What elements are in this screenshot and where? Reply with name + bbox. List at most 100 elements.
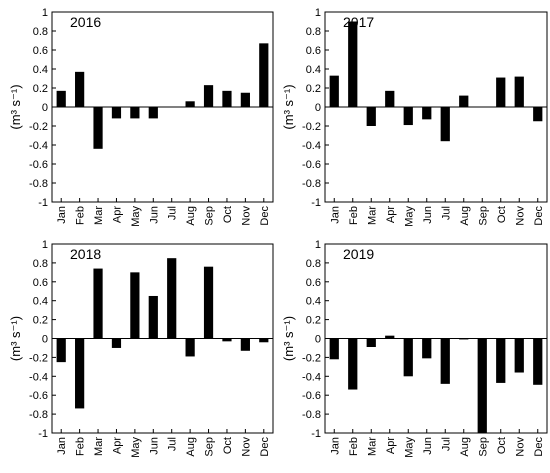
x-tick-label: Dec [533,206,545,226]
x-tick-label: Jan [56,437,68,455]
y-tick-label: -0.6 [29,390,48,402]
bar-apr [385,335,395,339]
bar-feb [75,338,85,409]
bar-jun [422,338,432,359]
bar-jan [329,338,339,360]
y-tick-label: 0 [315,102,321,114]
x-tick-label: May [130,206,142,227]
bar-apr [111,107,122,119]
y-tick-label: 0.2 [306,315,321,327]
y-tick-label: 0.6 [306,45,321,57]
bar-jan [56,90,66,107]
y-tick-label: -0.4 [302,140,321,152]
bar-jul [440,107,450,142]
x-tick-label: Jan [329,437,341,455]
bar-mar [93,107,103,149]
y-tick-label: 0.8 [306,258,321,270]
y-tick-label: -0.4 [29,140,48,152]
x-tick-label: Feb [348,206,360,225]
bar-may [403,107,413,126]
bar-mar [93,268,103,339]
y-tick-label: -0.6 [302,159,321,171]
x-tick-label: Nov [240,437,252,457]
bar-aug [459,95,469,107]
y-tick-label: 0.4 [306,64,321,76]
bar-jun [148,107,158,119]
bar-aug [185,338,195,357]
x-tick-label: Apr [111,206,123,223]
bar-jun [422,107,432,120]
y-tick-label: -1 [38,428,48,440]
x-tick-label: Mar [366,437,378,456]
x-tick-label: May [403,437,415,458]
x-tick-label: Aug [459,206,471,226]
bar-jul [167,258,177,339]
bar-nov [514,76,524,107]
chart-panel-2018: 1 0.8 0.6 0.4 0.2 0 -0.2 -0.4 -0.6 -0.8 -1 (m³ s⁻¹)… [8,239,274,458]
y-tick-label: 1 [42,239,48,251]
bar-mar [366,107,376,126]
y-tick-label: 0.8 [33,258,48,270]
x-tick-label: Nov [514,437,526,457]
x-tick-label: Aug [185,206,197,226]
x-tick-label: Oct [222,206,234,223]
bar-jun [148,295,158,339]
x-tick-label: Nov [240,206,252,226]
bar-oct [222,338,232,342]
y-tick-label: 0.8 [306,26,321,38]
x-tick-label: Jun [422,437,434,455]
y-axis-label: (m³ s⁻¹) [281,84,296,129]
y-tick-label: 1 [42,7,48,19]
bar-feb [75,71,85,107]
x-tick-label: Oct [222,437,234,454]
bar-aug [459,338,469,340]
bar-oct [222,90,232,107]
y-tick-label: 0.4 [306,296,321,308]
y-axis-label: (m³ s⁻¹) [8,316,23,361]
x-tick-label: Dec [259,206,271,226]
y-tick-label: 0 [315,334,321,346]
y-tick-label: -0.2 [29,121,48,133]
x-tick-label: Aug [185,437,197,457]
x-tick-label: Jun [148,206,160,224]
x-tick-label: Jul [167,437,179,451]
bar-jan [56,338,66,363]
y-tick-label: -1 [311,428,321,440]
chart-panel-2016: 1 0.8 0.6 0.4 0.2 0 -0.2 -0.4 -0.6 -0.8 -1 (m³ s⁻¹)… [8,7,274,227]
bar-nov [514,338,524,373]
bar-oct [496,77,506,107]
x-tick-label: Mar [93,206,105,225]
x-tick-label: Sep [204,206,216,226]
x-tick-label: Oct [496,437,508,454]
bar-feb [348,21,358,107]
x-tick-label: Feb [348,437,360,456]
y-tick-label: -1 [38,197,48,209]
y-tick-label: -1 [311,197,321,209]
x-tick-label: Mar [366,206,378,225]
y-tick-label: 1 [315,239,321,251]
x-tick-label: Jul [440,437,452,451]
bar-may [130,107,140,119]
y-tick-label: -0.4 [302,371,321,383]
x-tick-label: Apr [385,437,397,454]
bar-nov [240,92,250,107]
x-tick-label: Jan [56,206,68,224]
y-tick-label: 0.6 [33,277,48,289]
panel-title: 2016 [70,14,101,30]
bar-sep [203,266,214,339]
x-tick-label: Feb [75,437,87,456]
bar-apr [111,338,122,348]
y-tick-label: 0.2 [306,83,321,95]
x-tick-label: Sep [477,206,489,226]
x-tick-label: Oct [496,206,508,223]
bar-mar [366,338,376,348]
x-tick-label: Dec [533,437,545,457]
bar-apr [385,90,395,107]
x-tick-label: Nov [514,206,526,226]
x-tick-label: Jul [167,206,179,220]
y-tick-label: -0.2 [29,352,48,364]
y-tick-label: 1 [315,7,321,19]
bar-jul [440,338,450,384]
x-tick-label: Mar [93,437,105,456]
